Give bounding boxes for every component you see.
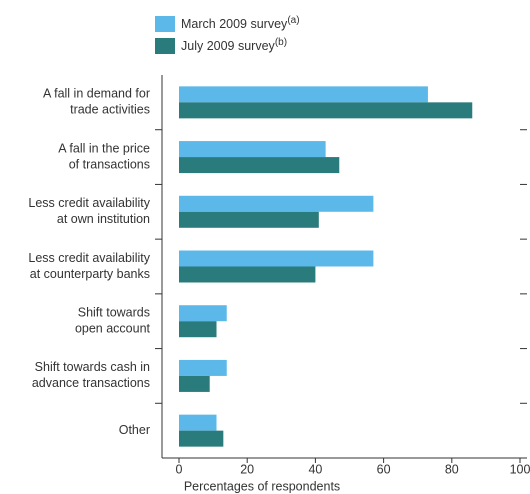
legend-name: July 2009 survey — [181, 39, 276, 53]
bar — [179, 414, 217, 431]
category-label: A fall in demand for — [43, 87, 150, 101]
category-label: at counterparty banks — [30, 267, 150, 281]
bar — [179, 321, 217, 338]
bar — [179, 211, 319, 228]
category-label: Other — [119, 423, 150, 437]
category-label: Less credit availability — [28, 196, 150, 210]
bar — [179, 359, 227, 376]
legend-note: (a) — [287, 15, 299, 26]
x-tick-label: 60 — [377, 462, 391, 476]
bar — [179, 375, 210, 392]
legend-name: March 2009 survey — [181, 17, 288, 31]
bar — [179, 266, 316, 283]
category-label: trade activities — [70, 103, 150, 117]
category-label: A fall in the price — [58, 141, 150, 155]
x-tick-label: 40 — [308, 462, 322, 476]
bar — [179, 86, 428, 103]
bar — [179, 195, 374, 212]
legend-label: March 2009 survey(a) — [181, 15, 300, 32]
legend-note: (b) — [275, 37, 287, 48]
x-tick-label: 0 — [176, 462, 183, 476]
bar — [179, 141, 326, 158]
legend-swatch — [155, 16, 175, 32]
category-label: advance transactions — [32, 376, 150, 390]
category-label: Shift towards — [78, 306, 150, 320]
category-label: open account — [75, 322, 151, 336]
bar — [179, 250, 374, 267]
bar — [179, 430, 224, 447]
category-label: of transactions — [69, 157, 150, 171]
x-tick-label: 100 — [510, 462, 530, 476]
bar — [179, 305, 227, 322]
x-axis-label: Percentages of respondents — [184, 479, 340, 493]
bar — [179, 102, 473, 119]
x-tick-label: 80 — [445, 462, 459, 476]
category-label: at own institution — [57, 212, 150, 226]
x-tick-label: 20 — [240, 462, 254, 476]
bar — [179, 157, 340, 174]
legend-swatch — [155, 38, 175, 54]
category-label: Shift towards cash in — [35, 360, 150, 374]
legend-label: July 2009 survey(b) — [181, 37, 287, 54]
category-label: Less credit availability — [28, 251, 150, 265]
